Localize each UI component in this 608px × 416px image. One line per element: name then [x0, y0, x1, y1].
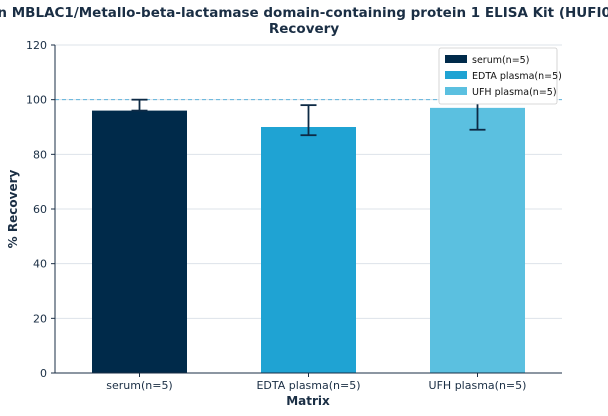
legend-label: serum(n=5)	[472, 55, 529, 66]
legend-swatch	[445, 71, 467, 79]
y-tick-label: 40	[33, 258, 47, 271]
chart-title-line-2: Recovery	[269, 21, 339, 37]
bar-2	[430, 107, 525, 373]
y-tick-label: 20	[33, 312, 47, 325]
legend-frame	[438, 47, 558, 105]
y-tick-label: 80	[33, 148, 47, 161]
y-tick-label: 0	[40, 367, 47, 380]
y-ticks: 0 20 40 60 80 100 120	[26, 39, 55, 380]
legend: serum(n=5) EDTA plasma(n=5) UFH plasma(n=5…	[438, 47, 562, 105]
y-tick-label: 120	[26, 39, 47, 52]
legend-swatch	[445, 87, 467, 95]
bars	[92, 107, 525, 373]
x-tick-label: UFH plasma(n=5)	[429, 379, 527, 392]
x-axis-title: Matrix	[286, 394, 330, 408]
y-axis-title: % Recovery	[6, 170, 20, 249]
y-tick-label: 60	[33, 203, 47, 216]
bar-1	[261, 127, 356, 373]
legend-label: EDTA plasma(n=5)	[472, 71, 562, 82]
chart-title-line-1: Human MBLAC1/Metallo-beta-lactamase doma…	[0, 5, 608, 21]
y-tick-label: 100	[26, 94, 47, 107]
x-tick-label: serum(n=5)	[106, 379, 172, 392]
bar-0	[92, 110, 187, 373]
x-ticks: serum(n=5) EDTA plasma(n=5) UFH plasma(n=5…	[106, 373, 526, 392]
legend-label: UFH plasma(n=5)	[472, 87, 557, 98]
x-tick-label: EDTA plasma(n=5)	[256, 379, 360, 392]
legend-swatch	[445, 55, 467, 63]
